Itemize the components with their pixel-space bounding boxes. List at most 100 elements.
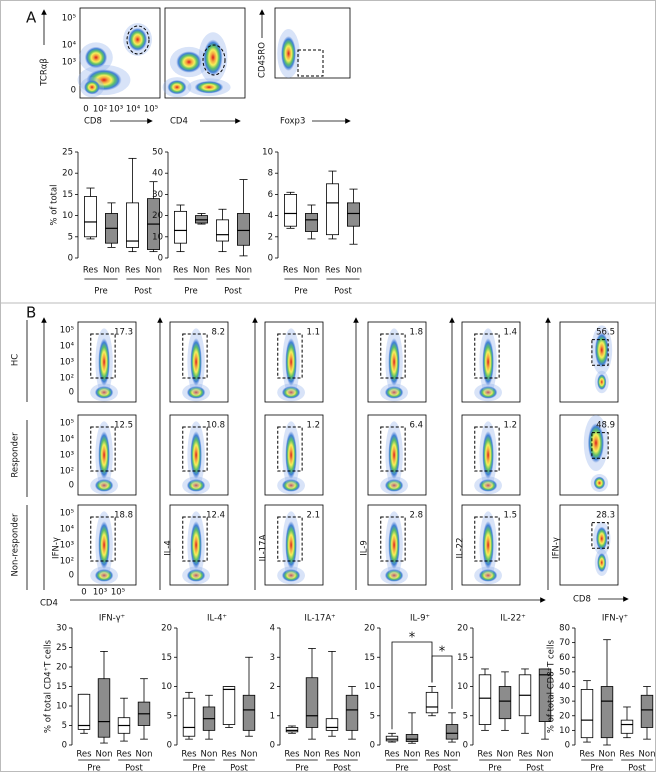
- category-label: Res: [424, 750, 440, 760]
- flow-x-tick: 10²: [93, 105, 107, 115]
- category-label: Res: [324, 750, 340, 760]
- y-tick-label: 0: [68, 254, 73, 264]
- axis-label: IL-22: [456, 538, 466, 559]
- gate: [380, 333, 406, 379]
- gate: [474, 333, 500, 379]
- y-tick-label: 0: [62, 741, 67, 751]
- density-cloud: [84, 80, 100, 95]
- y-tick-label: 20: [161, 624, 172, 634]
- density-cloud: [482, 431, 494, 479]
- box: [580, 689, 594, 739]
- category-label: Non: [96, 750, 113, 760]
- category-label: Non: [145, 266, 162, 276]
- gate-percentage: 56.5: [596, 328, 615, 338]
- flow-y-tick: 10⁵: [60, 419, 74, 429]
- flow-y-tick: 0: [69, 571, 74, 581]
- group-label: Pre: [488, 764, 502, 772]
- y-tick-label: 15: [62, 190, 73, 200]
- flow-plot-frame: [559, 414, 619, 496]
- density-cloud: [128, 27, 148, 52]
- category-label: Non: [235, 266, 252, 276]
- gate-percentage: 18.8: [114, 511, 133, 521]
- density-cloud: [285, 431, 297, 479]
- category-label: Res: [283, 266, 299, 276]
- category-label: Res: [221, 750, 237, 760]
- y-tick-label: 20: [457, 624, 468, 634]
- group-label: Post: [526, 764, 544, 772]
- gate: [90, 426, 116, 472]
- density-cloud: [478, 569, 498, 582]
- box-title: IL-22⁺: [500, 614, 525, 624]
- gate: [297, 49, 324, 77]
- category-label: Res: [517, 750, 533, 760]
- density-cloud: [167, 80, 187, 95]
- y-tick-label: 10: [152, 232, 163, 242]
- y-tick-label: 15: [457, 653, 468, 663]
- gate-percentage: 12.5: [114, 421, 133, 431]
- density-cloud: [478, 386, 498, 399]
- flow-y-tick: 10²: [60, 557, 74, 567]
- density-cloud: [388, 431, 400, 479]
- group-label: Pre: [395, 764, 409, 772]
- box: [84, 196, 97, 238]
- y-tick-label: 20: [62, 169, 73, 179]
- gate-percentage: 2.1: [306, 511, 320, 521]
- gate: [277, 516, 303, 562]
- box: [182, 697, 196, 737]
- y-tick-label: 3: [270, 653, 275, 663]
- category-label: Non: [304, 750, 321, 760]
- group-label: Pre: [295, 764, 309, 772]
- y-tick-label: 10: [56, 702, 67, 712]
- box: [498, 686, 512, 720]
- y-tick-label: 40: [559, 682, 570, 692]
- group-label: Post: [333, 764, 351, 772]
- y-tick-label: 30: [152, 190, 163, 200]
- flow-x-tick: 10⁵: [111, 588, 125, 598]
- density-cloud: [388, 521, 400, 569]
- y-tick-label: 50: [152, 148, 163, 158]
- density-cloud: [84, 46, 108, 69]
- gate-percentage: 1.8: [409, 328, 423, 338]
- density-cloud: [384, 569, 404, 582]
- gate: [202, 44, 226, 76]
- y-tick-label: 2: [270, 682, 275, 692]
- category-label: Res: [215, 266, 231, 276]
- flow-y-tick: 10⁵: [62, 14, 76, 24]
- y-tick-label: 40: [152, 169, 163, 179]
- group-label: Pre: [184, 287, 198, 297]
- gate: [380, 426, 406, 472]
- flow-y-tick: 10⁵: [60, 509, 74, 519]
- density-cloud: [285, 338, 297, 386]
- flow-y-tick: 0: [71, 86, 76, 96]
- flow-x-tick: 0: [81, 588, 86, 598]
- group-label: Pre: [87, 764, 101, 772]
- box: [640, 694, 654, 728]
- density-cloud: [597, 553, 607, 573]
- y-tick-label: 25: [62, 148, 73, 158]
- y-tick-label: 0: [268, 254, 273, 264]
- flow-x-tick: 0: [83, 105, 88, 115]
- density-cloud: [384, 386, 404, 399]
- axis-label: IL-17A: [259, 534, 269, 561]
- category-label: Non: [241, 750, 258, 760]
- gate: [474, 516, 500, 562]
- flow-y-tick: 10⁵: [60, 326, 74, 336]
- group-label: Post: [125, 764, 143, 772]
- density-cloud: [94, 386, 114, 399]
- category-label: Non: [193, 266, 210, 276]
- category-label: Res: [384, 750, 400, 760]
- density-cloud: [94, 569, 114, 582]
- axis-label: CD4: [170, 117, 188, 127]
- category-label: Res: [284, 750, 300, 760]
- category-label: Non: [639, 750, 656, 760]
- gate: [90, 516, 116, 562]
- axis-label: % of total CD8⁺T cells: [547, 639, 557, 733]
- box: [77, 693, 91, 730]
- box: [345, 694, 359, 731]
- flow-y-tick: 10³: [60, 541, 74, 551]
- row-label: HC: [11, 354, 21, 366]
- axis-label: IL-4: [164, 540, 174, 556]
- category-label: Res: [125, 266, 141, 276]
- density-cloud: [190, 338, 202, 386]
- axis-label: IFN-γ: [52, 537, 62, 559]
